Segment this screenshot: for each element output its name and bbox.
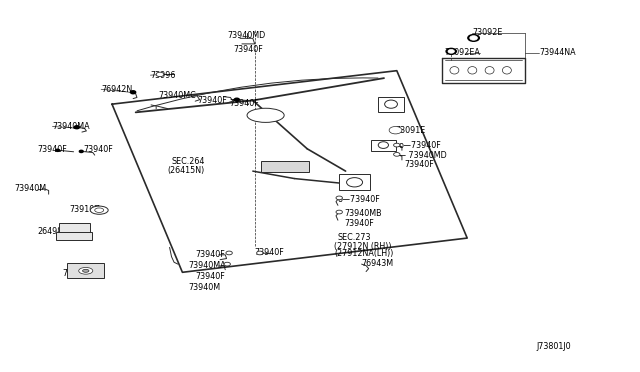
Text: 73940F: 73940F — [195, 250, 225, 259]
Text: 76942N: 76942N — [101, 85, 132, 94]
Bar — [56, 232, 92, 240]
Ellipse shape — [247, 108, 284, 122]
Circle shape — [131, 91, 136, 94]
Text: 73940F: 73940F — [255, 248, 284, 257]
Bar — [339, 174, 370, 190]
Circle shape — [394, 153, 400, 156]
Ellipse shape — [79, 267, 93, 274]
Text: — 73940MD: — 73940MD — [398, 151, 447, 160]
Text: 73940F: 73940F — [195, 272, 225, 280]
Circle shape — [470, 36, 477, 40]
Circle shape — [226, 251, 232, 255]
Text: (27912NA(LH)): (27912NA(LH)) — [334, 249, 394, 258]
Text: 73940F: 73940F — [234, 45, 263, 54]
Text: 73091E: 73091E — [396, 126, 426, 135]
Circle shape — [156, 72, 164, 77]
Text: 73940F: 73940F — [83, 145, 113, 154]
Ellipse shape — [502, 67, 511, 74]
Bar — [59, 223, 90, 234]
Text: SEC.273: SEC.273 — [338, 233, 371, 242]
Text: 73092E: 73092E — [472, 28, 502, 37]
Circle shape — [224, 262, 230, 266]
Bar — [371, 140, 396, 151]
Text: (26415N): (26415N) — [168, 166, 205, 175]
Circle shape — [56, 149, 60, 151]
Bar — [67, 263, 104, 278]
Text: 73996: 73996 — [150, 71, 176, 80]
Text: 73092EA: 73092EA — [445, 48, 481, 57]
Text: 73940MA: 73940MA — [189, 262, 227, 270]
Circle shape — [336, 196, 342, 200]
Circle shape — [394, 143, 400, 147]
Text: 73910Z: 73910Z — [69, 205, 100, 214]
Text: 73940M: 73940M — [189, 283, 221, 292]
Circle shape — [79, 150, 83, 153]
Circle shape — [234, 98, 239, 101]
Ellipse shape — [90, 206, 108, 214]
Text: 73940F: 73940F — [344, 219, 374, 228]
Text: J73801J0: J73801J0 — [536, 342, 571, 351]
Circle shape — [448, 49, 454, 53]
Ellipse shape — [485, 67, 494, 74]
Ellipse shape — [385, 100, 397, 108]
Text: 73940MA: 73940MA — [52, 122, 90, 131]
Circle shape — [336, 210, 342, 214]
Text: 73940MC: 73940MC — [159, 92, 196, 100]
Ellipse shape — [450, 67, 459, 74]
Text: 76943M: 76943M — [362, 259, 394, 268]
Text: 73940F: 73940F — [37, 145, 67, 154]
Text: 73940F: 73940F — [197, 96, 227, 105]
Ellipse shape — [468, 67, 477, 74]
Ellipse shape — [378, 142, 388, 148]
Circle shape — [391, 128, 400, 133]
Circle shape — [257, 251, 263, 255]
Text: 73940M: 73940M — [14, 185, 46, 193]
Text: (27912N (RH)): (27912N (RH)) — [334, 242, 392, 251]
Text: 73940F: 73940F — [229, 99, 259, 108]
Text: 73979: 73979 — [63, 269, 88, 278]
Text: o—73940F: o—73940F — [398, 141, 441, 150]
Text: 26498X: 26498X — [37, 227, 68, 236]
Ellipse shape — [95, 208, 104, 212]
Text: 73940F: 73940F — [404, 160, 434, 169]
Circle shape — [446, 48, 456, 54]
Text: 73944NA: 73944NA — [539, 48, 575, 57]
Ellipse shape — [347, 178, 363, 187]
Circle shape — [468, 35, 479, 41]
Ellipse shape — [83, 269, 89, 272]
Bar — [378, 97, 404, 112]
Bar — [261, 161, 309, 172]
Text: SEC.264: SEC.264 — [172, 157, 205, 166]
Circle shape — [74, 126, 79, 129]
Text: 73940MB: 73940MB — [344, 209, 382, 218]
Circle shape — [389, 126, 402, 134]
Text: o—73940F: o—73940F — [338, 195, 381, 203]
Text: 73940MD: 73940MD — [227, 31, 266, 40]
